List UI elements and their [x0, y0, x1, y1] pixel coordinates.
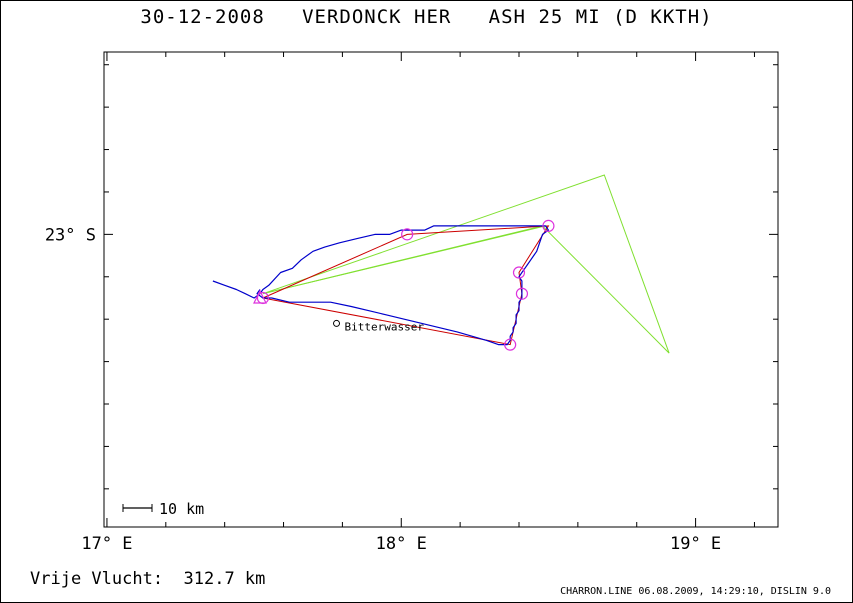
axis-ticks: [104, 52, 778, 527]
turnpoint-circle: [515, 287, 529, 300]
axis-tick-labels: 17° E 18° E 19° E 23° S: [45, 225, 721, 554]
turnpoint-circle: [401, 228, 414, 241]
triangle-layer: [262, 174, 670, 354]
start-marker: [253, 289, 267, 304]
x-tick-label: 17° E: [81, 534, 132, 554]
gps-track: [212, 225, 550, 346]
track-layer: [212, 225, 550, 346]
x-tick-label: 18° E: [376, 534, 427, 554]
turnpoint-circle: [542, 219, 555, 232]
software-credit: CHARRON.LINE 06.08.2009, 14:29:10, DISLI…: [560, 586, 831, 597]
y-tick-label: 23° S: [45, 225, 96, 245]
turnpoint-circle: [504, 338, 517, 351]
free-flight-distance: Vrije Vlucht: 312.7 km: [30, 569, 266, 589]
triangle-line: [262, 225, 546, 295]
marker-layer: Bitterwasser: [253, 289, 425, 333]
route-layer: [262, 225, 550, 346]
triangle-line: [262, 174, 670, 354]
turnpoint-circle: [512, 266, 526, 279]
place-label: Bitterwasser: [345, 320, 425, 333]
plot-box: [103, 51, 779, 528]
x-tick-label: 19° E: [670, 534, 721, 554]
flight-title: 30-12-2008 VERDONCK HER ASH 25 MI (D KKT…: [140, 6, 713, 28]
scale-bar: 10 km: [122, 500, 204, 518]
scale-bar-label: 10 km: [159, 500, 204, 518]
map-axes: [103, 51, 779, 528]
place-marker: [333, 319, 341, 327]
route-line: [262, 225, 550, 346]
